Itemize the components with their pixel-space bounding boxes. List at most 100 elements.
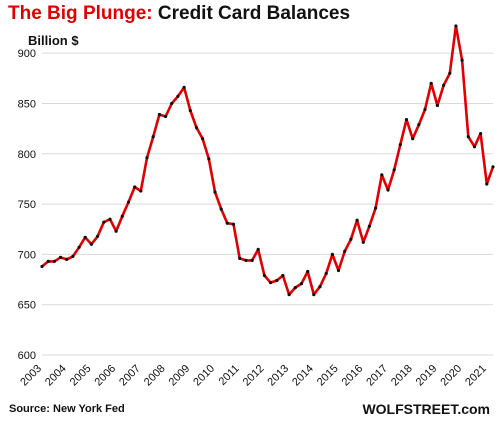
data-point [349,237,353,241]
data-point [361,240,365,244]
data-point [306,269,310,274]
x-tick-label: 2009 [167,363,193,389]
series-group [40,24,495,297]
x-tick-label: 2010 [191,363,217,389]
data-point [324,271,328,276]
data-point [126,200,131,204]
x-tick-label: 2008 [142,363,168,389]
data-point [89,242,93,246]
data-point [386,188,390,192]
series-line [41,24,495,296]
data-point [454,24,458,28]
x-tick-label: 2011 [217,363,242,388]
data-point [287,293,291,297]
data-point [343,249,347,253]
data-point [151,135,155,139]
y-tick-label: 700 [18,249,36,261]
source-note: Source: New York Fed [9,403,125,415]
data-point [58,255,63,259]
data-point [479,132,483,136]
data-point [133,185,137,189]
data-point [460,58,464,62]
chart-title-accent: The Big Plunge: [8,3,153,24]
data-point [120,214,124,218]
data-point [466,135,470,139]
data-point [423,107,427,112]
data-point [52,259,57,263]
data-point [299,282,304,286]
data-point [157,112,161,117]
data-point [46,259,50,263]
data-point [404,118,409,122]
y-tick-label: 900 [18,48,36,60]
data-point [182,85,186,89]
x-tick-label: 2014 [290,363,316,389]
x-tick-label: 2005 [68,363,94,389]
data-point [188,108,192,113]
x-tick-label: 2006 [92,363,118,389]
data-point [417,123,421,127]
data-point [250,258,254,262]
y-tick-label: 750 [18,199,36,211]
data-point [442,83,446,87]
data-point [170,101,174,106]
data-point [102,220,106,224]
x-tick-label: 2016 [340,363,366,389]
data-point [275,278,279,283]
data-point [256,247,260,251]
data-point [336,268,341,273]
y-axis-ticks: 600 650 700 750 800 850 900 [18,48,36,362]
data-point [435,103,439,108]
data-point [96,234,100,238]
data-point [244,258,248,262]
data-point [318,285,322,289]
data-point [398,143,402,147]
data-point [330,252,334,256]
data-point [472,145,477,149]
data-point [392,168,396,172]
data-point [201,137,205,141]
y-tick-label: 800 [18,149,36,161]
data-point [231,222,236,226]
data-point [380,173,384,177]
y-tick-label: 600 [18,350,36,362]
data-point [411,137,415,141]
data-point [40,264,44,269]
data-point [262,273,266,278]
x-tick-label: 2015 [315,363,341,389]
chart-title: The Big Plunge: Credit Card Balances [8,3,350,25]
grid-lines [42,52,493,356]
y-tick-label: 850 [18,98,36,110]
data-point [213,190,217,194]
data-point [312,293,316,297]
x-tick-label: 2018 [389,363,415,389]
brand-logo-text: WOLFSTREET.com [362,401,490,417]
data-point [225,221,229,225]
data-point [293,286,297,290]
data-point [176,94,180,98]
data-point [219,207,223,211]
y-axis-unit-label: Billion $ [28,33,79,48]
x-tick-label: 2013 [265,363,291,389]
data-point [485,182,489,186]
data-point [114,229,118,233]
data-point [269,281,273,285]
data-point [207,157,211,161]
data-point [367,224,371,228]
data-point [429,81,433,85]
data-point [164,114,168,119]
data-point [108,217,112,221]
x-tick-label: 2020 [438,363,464,389]
x-tick-label: 2007 [117,363,143,389]
data-point [83,235,87,239]
data-point [194,126,199,130]
data-point [77,245,81,249]
x-tick-label: 2019 [414,363,440,389]
x-tick-label: 2004 [43,363,69,389]
data-point [448,71,452,75]
data-point [281,273,285,278]
data-point [145,156,149,160]
x-tick-label: 2017 [364,363,390,389]
data-point [491,165,495,169]
